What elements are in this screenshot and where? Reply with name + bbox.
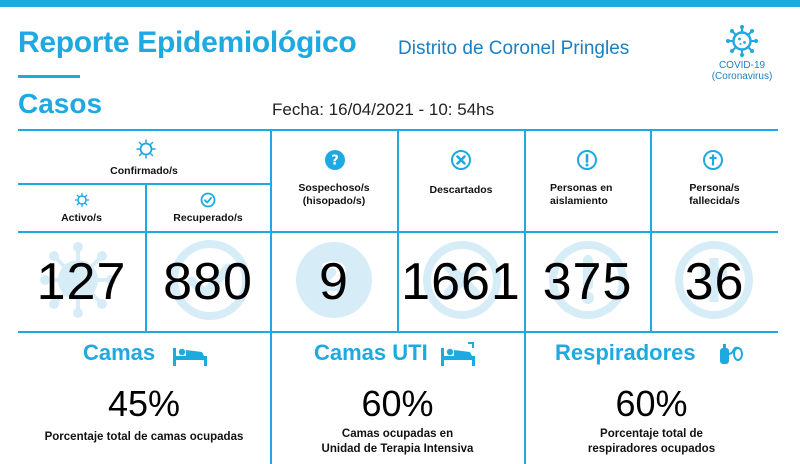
isolation-count: 375 [542, 253, 633, 311]
section-title: Casos [18, 88, 103, 119]
icu-beds-description-line1: Camas ocupadas en [341, 428, 454, 440]
deceased-label-line1: Persona/s [689, 182, 740, 194]
deceased-count: 36 [684, 253, 745, 311]
svg-text:?: ? [331, 154, 339, 169]
virus-icon [74, 192, 90, 208]
suspected-count: 9 [319, 253, 349, 311]
cross-icon [703, 150, 723, 170]
x-circle-icon [451, 150, 471, 170]
suspected-label-line1: Sospechoso/s [298, 182, 370, 194]
coronavirus-label: (Coronavirus) [711, 71, 773, 82]
ventilators-percentage: 60% [615, 383, 688, 424]
suspected-label-line2: (hisopado/s) [302, 195, 366, 207]
bed-icon [173, 348, 207, 366]
virus-icon [726, 25, 758, 57]
grid-bottom-line [18, 331, 778, 333]
report-date: Fecha: 16/04/2021 - 10: 54hs [272, 100, 495, 119]
question-watermark-icon: ? [296, 242, 372, 318]
ventilators-title: Respiradores [555, 340, 696, 365]
ventilators-description-line2: respiradores ocupados [587, 443, 716, 455]
cross-watermark-icon [675, 241, 753, 319]
svg-text:?: ? [319, 253, 349, 313]
confirmed-label: Confirmado/s [110, 165, 178, 177]
ventilator-icon [720, 344, 743, 364]
icu-beds-description-line2: Unidad de Terapia Intensiva [321, 443, 474, 455]
check-watermark-icon [170, 240, 250, 320]
grid-vline-2 [270, 131, 272, 464]
deceased-label-line2: fallecida/s [689, 195, 740, 207]
virus-watermark-icon [40, 242, 116, 318]
icu-beds-percentage: 60% [361, 383, 434, 424]
covid-label: COVID-19 [718, 60, 766, 71]
alert-icon [577, 150, 597, 170]
grid-vline-4 [524, 131, 526, 464]
grid-top-line [18, 129, 778, 131]
isolation-label-line2: aislamiento [550, 195, 608, 207]
covid-badge: COVID-19 (Coronavirus) [700, 24, 784, 82]
ventilators-description: Porcentaje total de respiradores ocupado… [525, 427, 778, 457]
grid-vline-1 [145, 184, 147, 331]
title-underline [18, 75, 80, 78]
ventilators-description-line1: Porcentaje total de [600, 428, 703, 440]
active-count: 127 [36, 253, 127, 311]
recovered-label: Recuperado/s [173, 212, 243, 224]
discarded-label: Descartados [429, 184, 493, 196]
discarded-count: 1661 [401, 253, 521, 311]
beds-percentage: 45% [107, 383, 181, 424]
isolation-label: Personas en aislamiento [530, 182, 642, 208]
report-title: Reporte Epidemiológico [18, 26, 357, 59]
question-icon: ? [325, 150, 345, 170]
alert-watermark-icon [549, 241, 627, 319]
grid-vline-3 [397, 131, 399, 331]
check-circle-icon [200, 192, 216, 208]
beds-title: Camas [83, 340, 156, 365]
icu-beds-description: Camas ocupadas en Unidad de Terapia Inte… [271, 427, 524, 457]
recovered-count: 880 [163, 253, 253, 311]
isolation-label-line1: Personas en [550, 182, 613, 194]
icu-beds-title: Camas UTI [314, 340, 428, 365]
grid-row-line-confirmed [18, 183, 270, 185]
beds-description: Porcentaje total de camas ocupadas [44, 431, 244, 443]
grid-vline-5 [650, 131, 652, 331]
virus-icon [136, 139, 156, 159]
active-label: Activo/s [61, 212, 102, 224]
suspected-label: Sospechoso/s (hisopado/s) [271, 182, 397, 208]
deceased-label: Persona/s fallecida/s [651, 182, 778, 208]
icu-bed-icon [441, 342, 475, 366]
top-accent-bar [0, 0, 800, 7]
x-watermark-icon [423, 241, 501, 319]
district-subtitle: Distrito de Coronel Pringles [398, 38, 630, 59]
